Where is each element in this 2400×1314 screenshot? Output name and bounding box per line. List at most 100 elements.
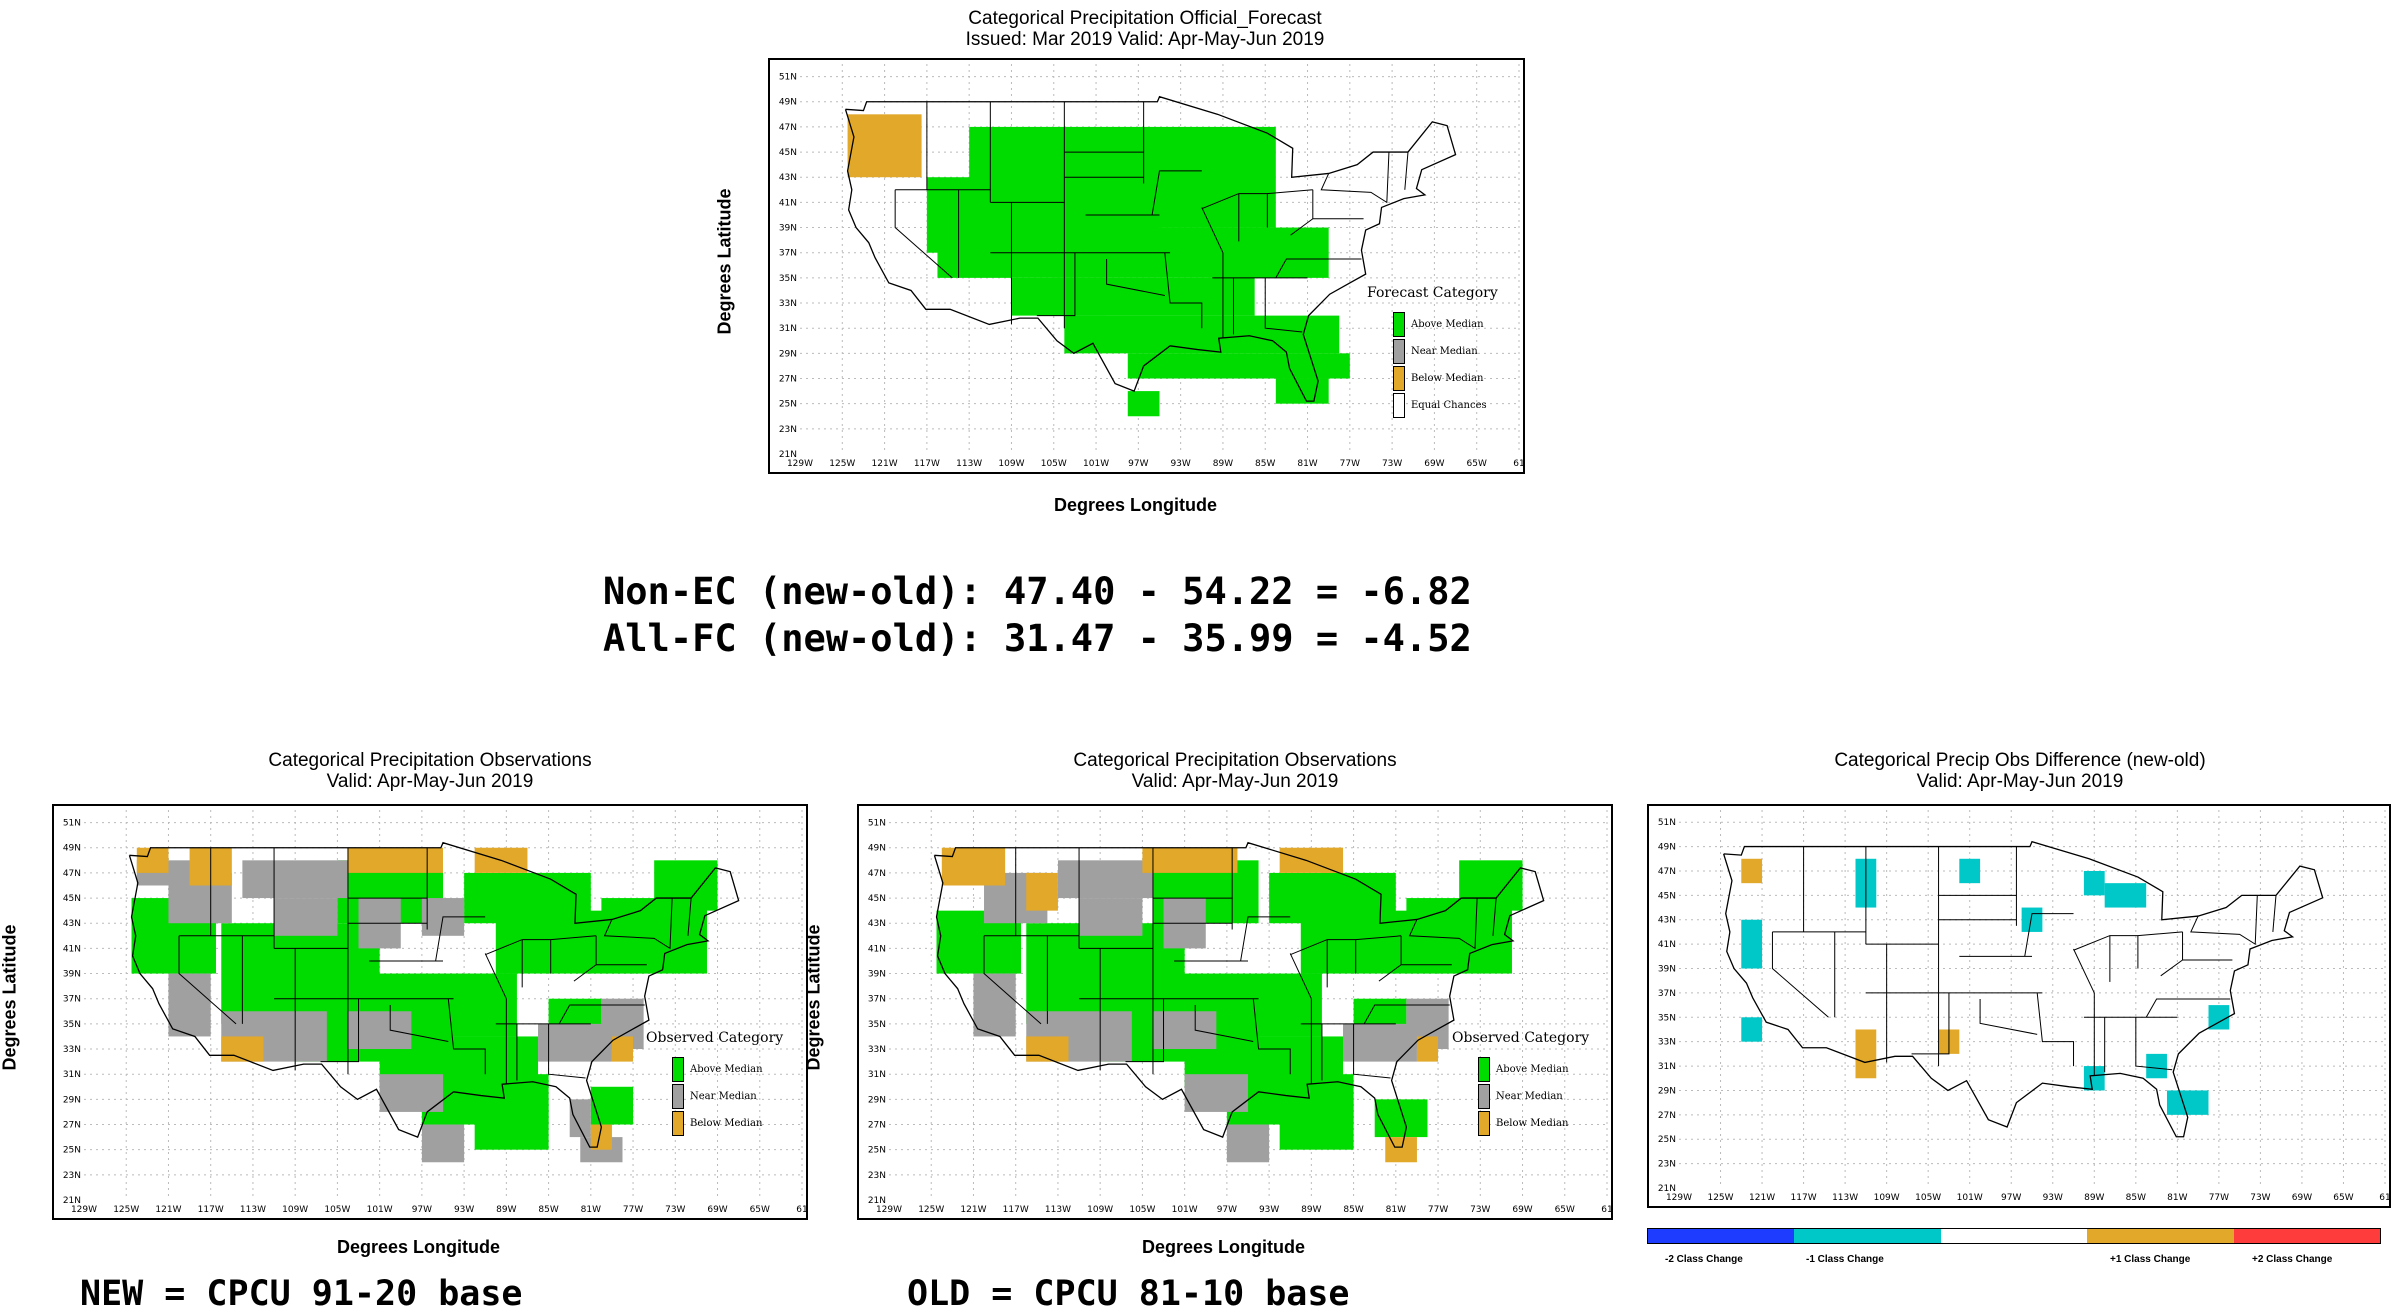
state-boundary [1240, 916, 1291, 962]
above-cell [590, 1086, 634, 1125]
lon-tick-label: 89W [496, 1205, 516, 1215]
lon-tick-label: 69W [2292, 1193, 2312, 1203]
state-boundary [1979, 999, 2038, 1035]
above-cell [1275, 378, 1329, 404]
state-boundary [1125, 998, 1165, 1063]
below-median-swatch [1393, 366, 1405, 391]
state-boundary [1400, 935, 1452, 966]
above-cell [1286, 353, 1350, 379]
diff-map-title: Categorical Precip Obs Difference (new-o… [1640, 750, 2400, 792]
lat-tick-label: 35N [779, 274, 797, 284]
lon-tick-label: 65W [750, 1205, 770, 1215]
legend-item-below-median: Below Median [1478, 1110, 1589, 1137]
minus1-cell [2083, 1066, 2105, 1091]
state-boundary [573, 964, 597, 982]
lat-tick-label: 27N [779, 375, 797, 385]
lon-tick-label: 65W [1467, 459, 1487, 469]
state-boundary [687, 898, 692, 936]
near-cell [538, 1023, 612, 1062]
lon-tick-label: 97W [2001, 1193, 2021, 1203]
lat-tick-label: 51N [779, 73, 797, 83]
lon-tick-label: 125W [829, 459, 855, 469]
lon-tick-label: 113W [1832, 1193, 1858, 1203]
obs-new-y-axis-label: Degrees Latitude [0, 924, 20, 1071]
state-boundary [1264, 277, 1303, 333]
lon-tick-label: 93W [1170, 459, 1190, 469]
below-cell [221, 1036, 264, 1062]
lon-tick-label: 77W [623, 1205, 643, 1215]
lat-tick-label: 49N [63, 844, 81, 854]
forecast-legend: Forecast Category Above Median Near Medi… [1367, 285, 1498, 419]
near-cell [168, 973, 211, 1037]
lat-tick-label: 33N [868, 1045, 886, 1055]
lat-tick-label: 51N [1658, 818, 1676, 828]
lat-tick-label: 21N [779, 450, 797, 460]
near-cell [1343, 1023, 1417, 1062]
obs-new-legend-title: Observed Category [646, 1030, 784, 1046]
below-cell [136, 847, 169, 873]
above-cell [1127, 353, 1308, 379]
lat-tick-label: 37N [63, 995, 81, 1005]
lon-tick-label: 81W [581, 1205, 601, 1215]
above-cell [1374, 1099, 1428, 1138]
lon-tick-label: 81W [1386, 1205, 1406, 1215]
legend-item-above-median: Above Median [672, 1056, 783, 1083]
state-boundary [1404, 152, 1409, 190]
state-boundary [2073, 948, 2095, 994]
lat-tick-label: 47N [1658, 867, 1676, 877]
state-boundary [1194, 1005, 1254, 1042]
lat-tick-label: 21N [63, 1196, 81, 1206]
lat-tick-label: 49N [779, 98, 797, 108]
legend-item-near-median: Near Median [1393, 338, 1498, 365]
obs-new-caption: NEW = CPCU 91-20 base [80, 1274, 523, 1314]
forecast-legend-title: Forecast Category [1367, 285, 1498, 301]
lat-tick-label: 35N [868, 1020, 886, 1030]
state-boundary [1289, 953, 1312, 999]
above-cell [654, 860, 718, 911]
map-svg: 129W 125W 121W 117W 113W 109W 105W 101W 97W 93W 89… [1658, 810, 2389, 1203]
near-cell [1226, 1124, 1270, 1163]
state-boundary [320, 998, 360, 1063]
lat-tick-label: 47N [868, 869, 886, 879]
lat-tick-label: 33N [779, 299, 797, 309]
below-cell [347, 847, 443, 873]
forecast-title-line2: Issued: Mar 2019 Valid: Apr-May-Jun 2019 [965, 29, 1325, 50]
state-boundary [1363, 1004, 1450, 1025]
state-boundary [983, 935, 1042, 1025]
plus2-segment [2233, 1229, 2380, 1243]
lat-tick-label: 25N [1658, 1135, 1676, 1145]
state-boundary [1164, 252, 1203, 329]
lon-tick-label: 69W [1424, 459, 1444, 469]
lon-tick-label: 65W [2333, 1193, 2353, 1203]
lat-tick-label: 45N [63, 894, 81, 904]
lon-tick-label: 101W [367, 1205, 393, 1215]
lat-tick-label: 39N [63, 970, 81, 980]
near-cell [1057, 860, 1153, 899]
lat-tick-label: 29N [63, 1095, 81, 1105]
below-cell [847, 114, 922, 178]
lon-tick-label: 77W [1428, 1205, 1448, 1215]
legend-item-equal-chances: Equal Chances [1393, 392, 1498, 419]
lat-tick-label: 39N [1658, 965, 1676, 975]
obs-new-map-plot: 129W 125W 121W 117W 113W 109W 105W 101W 97W 93W 89… [52, 804, 808, 1220]
lon-tick-label: 117W [1791, 1193, 1817, 1203]
lon-tick-label: 69W [707, 1205, 727, 1215]
lon-tick-label: 105W [1041, 459, 1067, 469]
state-boundary [1106, 259, 1165, 296]
all-fc-score: All-FC (new-old): 31.47 - 35.99 = -4.52 [603, 617, 1472, 660]
above-cell [1459, 860, 1523, 911]
below-cell [941, 847, 1006, 886]
lon-tick-label: 117W [198, 1205, 224, 1215]
map-svg: 129W 125W 121W 117W 113W 109W 105W 101W 97W 93W 89… [868, 810, 1611, 1215]
state-boundary [1290, 218, 1314, 236]
lon-tick-label: 101W [1957, 1193, 1983, 1203]
below-cell [590, 1124, 612, 1150]
lat-tick-label: 27N [868, 1121, 886, 1131]
lat-tick-label: 29N [779, 349, 797, 359]
non-ec-score: Non-EC (new-old): 47.40 - 54.22 = -6.82 [603, 570, 1472, 613]
below-cell [1385, 1137, 1417, 1163]
us-coastline [128, 841, 740, 1148]
lat-tick-label: 41N [1658, 940, 1676, 950]
lat-tick-label: 37N [1658, 989, 1676, 999]
map-svg: 129W 125W 121W 117W 113W 109W 105W 101W 97W 93W 89… [63, 810, 806, 1215]
